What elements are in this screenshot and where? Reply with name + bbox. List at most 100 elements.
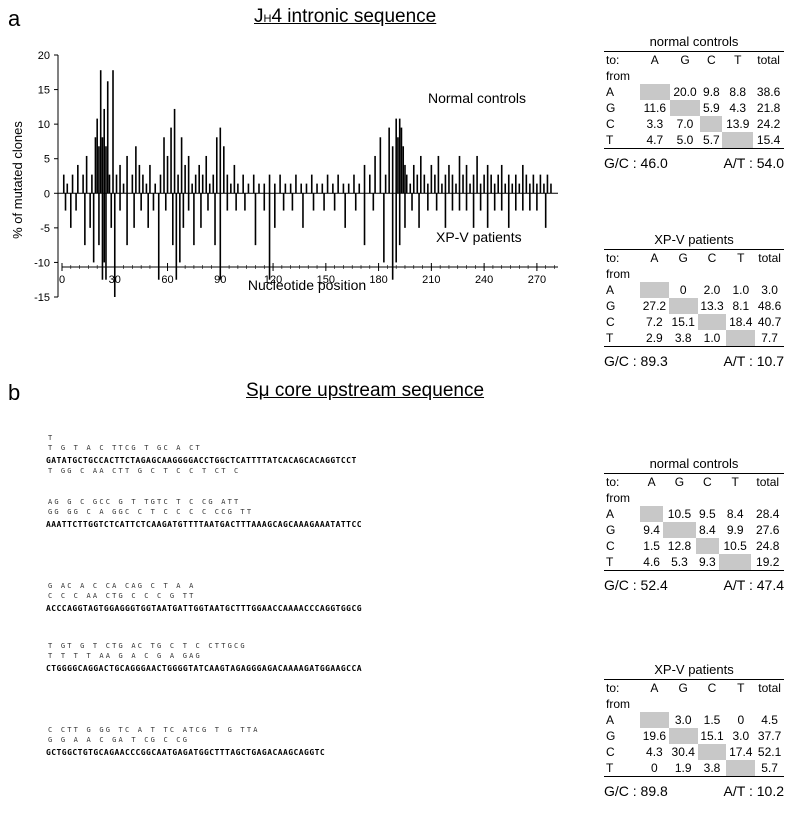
mutation-row: T GT G T CTG AC TG C T C CTTGCG (48, 642, 247, 650)
mutation-row: T T T T AA G A C G A GAG (48, 652, 202, 660)
table-cell: 7.2 (646, 315, 663, 329)
normal-bar (379, 137, 382, 194)
sequence-line: CTGGGGCAGGACTGCAGGGAACTGGGGTATCAAGTAGAGG… (46, 664, 362, 673)
table-row: A 0 2.0 1.0 3.0 (604, 282, 784, 298)
row-label: T (606, 133, 614, 147)
xpv-bar (391, 193, 394, 280)
table-header-cell: total (758, 251, 781, 265)
normal-bar (479, 183, 482, 194)
xpv-bar (89, 193, 91, 228)
normal-bar (212, 174, 215, 194)
normal-bar (476, 155, 478, 194)
table-cell: 1.5 (703, 713, 721, 727)
table-header-cell: to: (606, 53, 620, 67)
table-cell: 40.7 (757, 315, 782, 329)
normal-bar (451, 174, 454, 194)
xpv-bar (302, 193, 304, 228)
normal-bar (546, 174, 549, 194)
normal-bar (284, 183, 287, 194)
table-row: C 3.3 7.0 13.9 24.2 (604, 116, 784, 132)
at-percent: A/T : 10.7 (723, 353, 784, 369)
x-tick-label: 0 (59, 274, 65, 286)
mutation-row: T (48, 434, 55, 442)
normal-bar (135, 146, 137, 194)
panel-a-letter: a (8, 6, 21, 31)
xpv-bar (75, 193, 77, 211)
table-header-cell: T (731, 475, 739, 489)
row-label: C (606, 539, 615, 553)
normal-bar (194, 174, 197, 194)
normal-bar (215, 137, 218, 194)
xpv-bar (103, 193, 106, 263)
normal-bar (472, 174, 475, 194)
table-cell: 4.3 (729, 101, 747, 115)
table-cell: 8.8 (729, 85, 747, 99)
xpv-bar (435, 193, 438, 211)
xpv-bar (226, 193, 229, 211)
table-title: normal controls (604, 34, 784, 52)
normal-bar (305, 183, 308, 194)
x-tick-label: 90 (214, 274, 226, 286)
table-cell: 15.1 (700, 729, 724, 743)
row-label: G (606, 729, 616, 743)
table-cell: 0 (737, 713, 745, 727)
table-row: G 11.6 5.9 4.3 21.8 (604, 100, 784, 116)
x-tick-label: 150 (317, 274, 335, 286)
row-label: A (606, 85, 615, 99)
normal-bar (145, 183, 148, 194)
normal-bar (448, 164, 450, 194)
normal-bar (507, 174, 510, 194)
row-label: T (606, 761, 614, 775)
xpv-bar (363, 193, 366, 246)
xpv-bar (254, 193, 257, 246)
xpv-bar (214, 193, 216, 246)
normal-bar (103, 108, 106, 194)
table-cell: 9.4 (643, 523, 660, 537)
xpv-bar (175, 193, 178, 280)
xpv-bar (164, 193, 167, 211)
normal-bar (131, 174, 134, 194)
panel-a-title: JH4 intronic sequence (254, 6, 437, 27)
normal-bar (252, 174, 255, 194)
normal-bar (82, 174, 84, 194)
normal-bar (289, 183, 292, 194)
normal-bar (126, 155, 128, 194)
normal-bar (122, 183, 125, 194)
xpv-bar (544, 193, 547, 228)
xpv-bar (105, 193, 107, 280)
table-cell: 4.5 (761, 713, 778, 727)
table-cell: 1.0 (732, 283, 750, 297)
y-tick-label: -15 (34, 292, 50, 304)
xpv-bar (193, 193, 195, 246)
table-cell: 13.9 (726, 117, 750, 131)
table-cell: 0 (679, 283, 687, 297)
diagonal-cell (668, 298, 698, 314)
normal-bar (208, 183, 211, 194)
table-row: T 4.7 5.0 5.7 15.4 (604, 132, 784, 149)
table-header-cell: A (647, 475, 656, 489)
x-tick-label: 180 (369, 274, 387, 286)
normal-bar (223, 146, 225, 194)
table-cell: 4.3 (646, 745, 663, 759)
normal-bar (177, 174, 179, 194)
normal-bar (180, 137, 183, 194)
table-cell: 0 (651, 761, 658, 775)
table-cell: 5.7 (761, 761, 778, 775)
normal-bar (497, 174, 499, 194)
xpv-bar (404, 193, 406, 228)
normal-bar (395, 118, 397, 194)
table-header-cell: to: (606, 475, 620, 489)
table-cell: 3.8 (703, 761, 721, 775)
normal-bar (358, 183, 361, 194)
table-header-cell: to: (606, 251, 620, 265)
xpv-bar (110, 193, 113, 228)
table-cell: 3.0 (732, 729, 750, 743)
normal-bar (138, 164, 141, 194)
xpv-bar (179, 193, 181, 263)
xpv-bar (172, 193, 174, 246)
table-row: G 9.4 8.4 9.9 27.6 (604, 522, 784, 538)
normal-bar (493, 183, 496, 194)
xpv-bar (333, 193, 336, 211)
